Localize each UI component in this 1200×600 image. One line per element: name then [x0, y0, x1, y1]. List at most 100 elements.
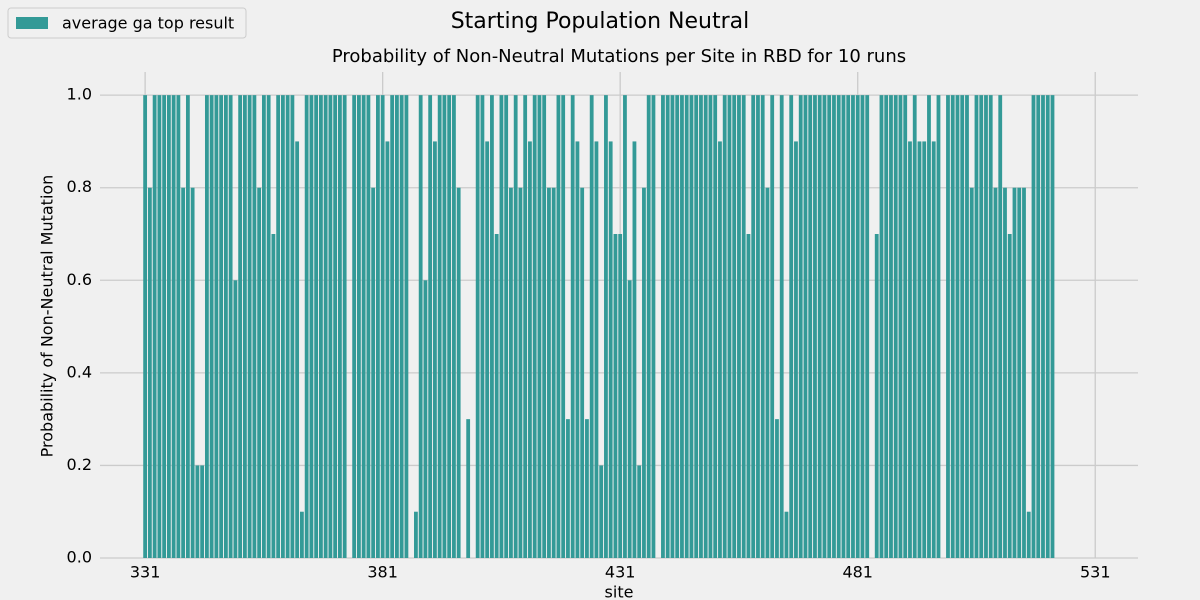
bar — [988, 95, 993, 559]
bar — [756, 95, 760, 559]
bar — [1026, 511, 1031, 558]
bar — [618, 234, 623, 558]
x-tick-label: 381 — [367, 563, 398, 582]
bar — [936, 95, 941, 559]
bar — [233, 280, 238, 558]
bar — [898, 95, 903, 559]
bar — [817, 95, 822, 559]
bar — [822, 95, 827, 559]
bar — [1007, 234, 1012, 558]
bar — [741, 95, 746, 559]
x-tick-label: 331 — [130, 563, 161, 582]
y-tick-label: 1.0 — [67, 85, 92, 104]
bar — [974, 95, 979, 559]
x-tick-label: 481 — [842, 563, 873, 582]
bar — [428, 95, 433, 559]
bar — [228, 95, 233, 559]
y-tick-label: 0.0 — [67, 548, 92, 567]
bar — [190, 187, 195, 558]
bar — [751, 95, 756, 559]
bar — [623, 95, 627, 559]
bar — [257, 187, 262, 558]
bar — [642, 187, 646, 558]
bar — [884, 95, 889, 559]
bar — [452, 95, 456, 559]
bar — [589, 95, 594, 559]
bar — [703, 95, 708, 559]
bar — [418, 95, 423, 559]
bar — [794, 141, 798, 558]
bar — [518, 187, 523, 558]
bar — [162, 95, 167, 559]
bar — [442, 95, 447, 559]
bar — [718, 141, 722, 558]
bar — [271, 234, 276, 558]
bar — [770, 95, 775, 559]
bar — [147, 187, 152, 558]
bar — [580, 187, 585, 558]
bar — [490, 95, 494, 559]
bar — [209, 95, 214, 559]
bar — [437, 95, 442, 559]
bar — [979, 95, 984, 559]
bar — [414, 511, 418, 558]
bar — [328, 95, 333, 559]
bar — [732, 95, 737, 559]
legend-box — [7, 7, 247, 39]
bar — [575, 141, 580, 558]
bar — [965, 95, 969, 559]
bar — [760, 95, 765, 559]
bar — [779, 95, 784, 559]
bar — [632, 141, 637, 558]
bar — [314, 95, 319, 559]
bar — [903, 95, 908, 559]
bar — [542, 95, 547, 559]
bar — [889, 95, 893, 559]
bar — [447, 95, 452, 559]
bar — [200, 465, 205, 558]
bar — [561, 95, 566, 559]
bar — [927, 95, 931, 559]
bar — [404, 95, 409, 559]
bar — [342, 95, 347, 559]
bar — [879, 95, 884, 559]
bar — [395, 95, 399, 559]
bar — [608, 141, 613, 558]
bar — [247, 95, 252, 559]
bar — [537, 95, 542, 559]
bar — [323, 95, 328, 559]
bar — [371, 187, 376, 558]
bar — [798, 95, 803, 559]
bar — [390, 95, 395, 559]
bar — [494, 234, 499, 558]
bar — [746, 234, 751, 558]
bar — [931, 141, 936, 558]
bar — [171, 95, 176, 559]
bar — [803, 95, 808, 559]
bar — [513, 95, 518, 559]
bar — [466, 419, 471, 558]
bar — [366, 95, 371, 559]
bar — [908, 141, 912, 558]
bar — [566, 419, 570, 558]
bar — [1003, 187, 1007, 558]
bar — [665, 95, 670, 559]
bar — [713, 95, 718, 559]
bar — [338, 95, 342, 559]
bar — [969, 187, 974, 558]
bar — [266, 95, 271, 559]
y-tick-label: 0.8 — [67, 177, 92, 196]
bar — [309, 95, 314, 559]
bar — [993, 187, 998, 558]
bar — [261, 95, 266, 559]
bar — [808, 95, 813, 559]
bar — [475, 95, 480, 559]
bar — [252, 95, 257, 559]
bar — [399, 95, 404, 559]
bar — [637, 465, 642, 558]
bar — [385, 141, 390, 558]
bar — [504, 95, 509, 559]
bar — [722, 95, 727, 559]
x-tick-label: 531 — [1080, 563, 1111, 582]
bar — [214, 95, 219, 559]
